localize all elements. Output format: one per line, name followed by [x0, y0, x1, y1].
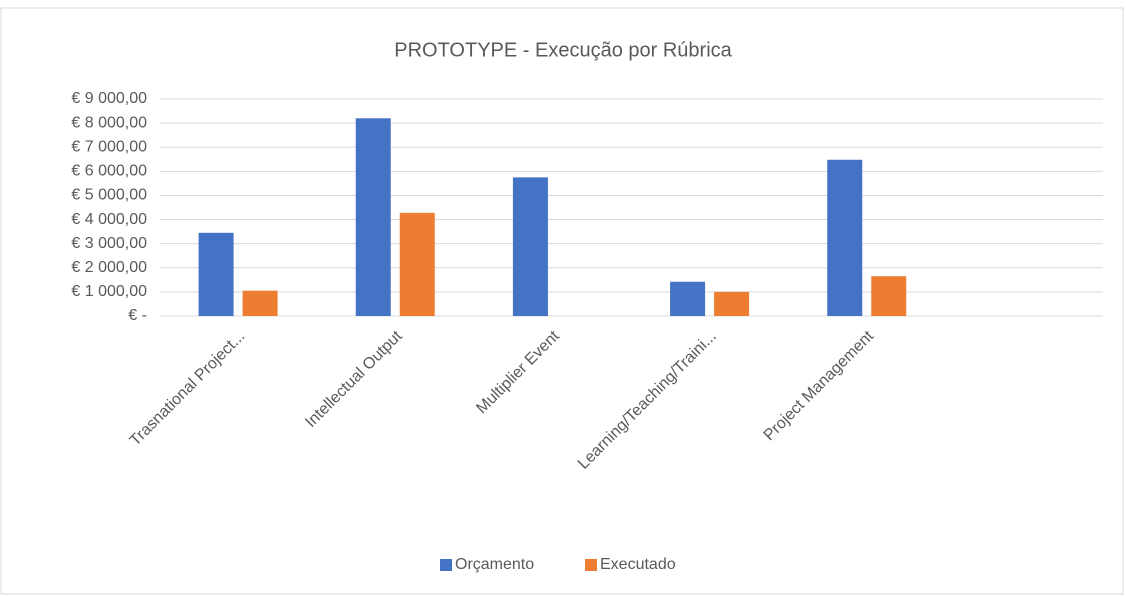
bar — [871, 276, 907, 316]
legend-label: Executado — [600, 556, 676, 573]
y-tick-label: € 5 000,00 — [71, 187, 147, 204]
bar — [714, 291, 750, 316]
legend-swatch — [440, 559, 452, 571]
y-tick-label: € - — [128, 307, 147, 324]
y-tick-label: € 3 000,00 — [71, 235, 147, 252]
bar — [670, 281, 706, 316]
y-tick-label: € 9 000,00 — [71, 90, 147, 107]
bar — [827, 159, 863, 316]
y-tick-label: € 2 000,00 — [71, 259, 147, 276]
bar — [399, 212, 435, 316]
legend-swatch — [585, 559, 597, 571]
legend-label: Orçamento — [455, 556, 534, 573]
y-tick-label: € 6 000,00 — [71, 163, 147, 180]
bar — [198, 232, 234, 316]
y-tick-label: € 7 000,00 — [71, 138, 147, 155]
bar — [512, 177, 548, 316]
bar — [242, 290, 278, 316]
y-tick-label: € 8 000,00 — [71, 114, 147, 131]
bar — [355, 118, 391, 317]
chart-frame — [0, 7, 1124, 595]
y-tick-label: € 4 000,00 — [71, 211, 147, 228]
y-tick-label: € 1 000,00 — [71, 283, 147, 300]
chart-title: PROTOTYPE - Execução por Rúbrica — [394, 39, 732, 61]
